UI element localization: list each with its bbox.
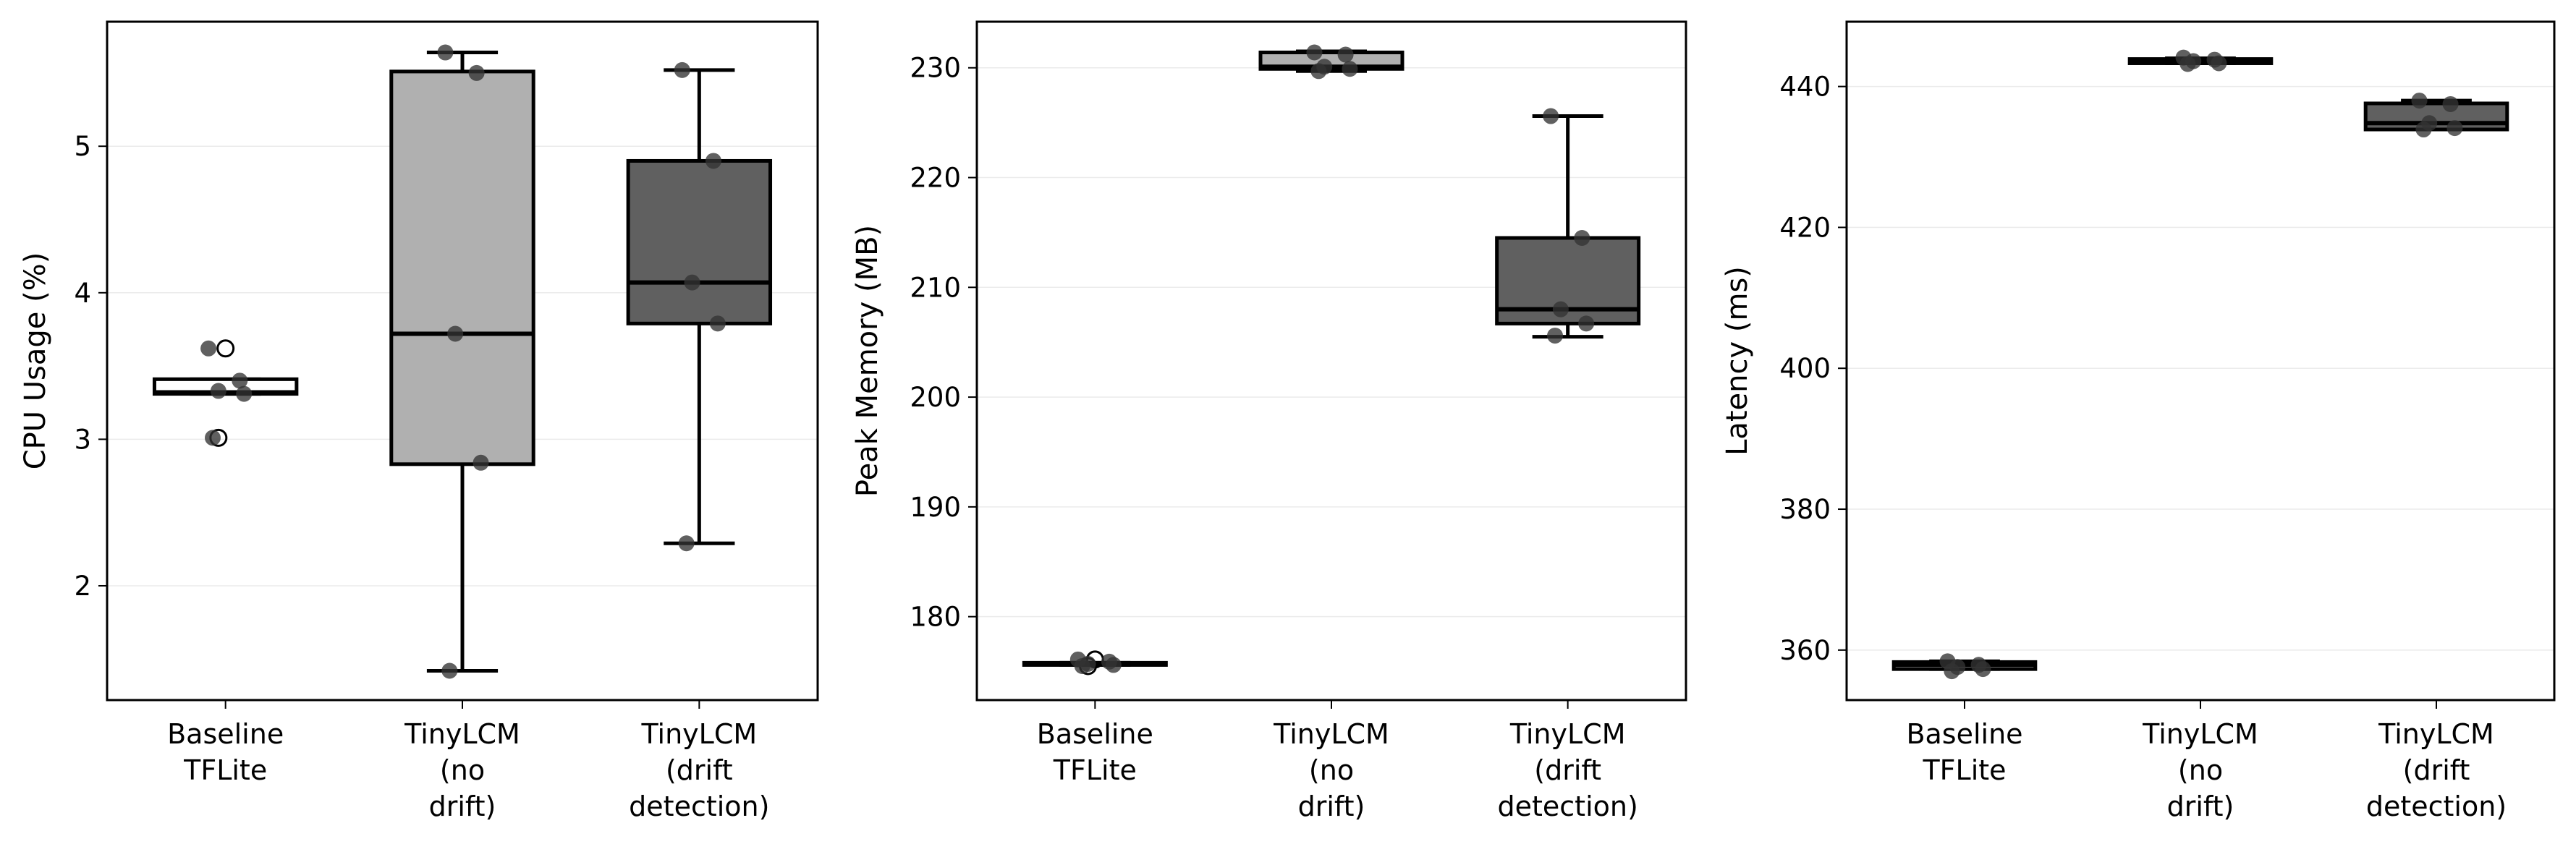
box-1: [1022, 650, 1168, 675]
data-point: [1310, 63, 1327, 80]
data-point: [473, 454, 489, 471]
y-axis-label: Peak Memory (MB): [851, 225, 884, 497]
y-tick-label: 180: [910, 602, 961, 633]
y-tick-label: 2: [74, 571, 91, 602]
box-3: [1495, 108, 1641, 344]
data-point: [684, 274, 700, 291]
data-point: [705, 153, 721, 169]
data-point: [204, 430, 221, 446]
box-2: [389, 44, 535, 679]
data-point: [200, 340, 217, 357]
x-tick-label: TinyLCM (drift detection): [1498, 718, 1638, 822]
x-tick-label: TinyLCM (no drift): [1273, 718, 1389, 822]
y-tick-label: 3: [74, 424, 91, 455]
axes-frame: [1845, 20, 2556, 702]
data-point: [1074, 657, 1090, 674]
box-body: [389, 69, 535, 466]
axes-frame: [106, 20, 819, 702]
data-point: [2415, 122, 2432, 138]
data-point: [1975, 661, 1991, 678]
y-tick-label: 220: [910, 163, 961, 194]
y-tick-label: 5: [74, 131, 91, 162]
box-1: [1891, 653, 2038, 680]
data-point: [2179, 56, 2196, 72]
data-point: [2446, 120, 2463, 137]
data-point: [1306, 44, 1323, 61]
data-point: [1578, 315, 1595, 332]
x-tick-label: TinyLCM (no drift): [2142, 718, 2258, 822]
x-tick-label: Baseline TFLite: [1906, 718, 2022, 786]
y-tick-label: 440: [1779, 72, 1831, 103]
box-2: [1258, 44, 1404, 80]
data-point: [236, 385, 253, 402]
box-2: [2127, 49, 2274, 72]
y-tick-label: 380: [1779, 494, 1831, 525]
chart-panel-2: 180 190 200 210 220 230 Peak Memory (MB) Baseli…: [851, 20, 1687, 822]
y-tick-label: 400: [1779, 353, 1831, 384]
box-3: [626, 61, 773, 552]
y-axis-label: Latency (ms): [1721, 266, 1754, 456]
data-point: [1337, 46, 1354, 63]
axes-frame: [975, 20, 1687, 702]
box-1: [152, 339, 299, 447]
x-tick-label: TinyLCM (no drift): [404, 718, 520, 822]
y-tick-label: 210: [910, 272, 961, 303]
data-point: [210, 383, 226, 399]
box-3: [2363, 93, 2509, 138]
data-point: [437, 44, 454, 61]
data-point: [1105, 657, 1122, 673]
y-tick-label: 230: [910, 53, 961, 84]
data-point: [232, 372, 248, 389]
y-tick-label: 4: [74, 278, 91, 309]
data-point: [709, 315, 726, 332]
data-point: [447, 325, 464, 342]
data-point: [441, 662, 458, 679]
y-tick-label: 200: [910, 382, 961, 413]
data-point: [1574, 230, 1590, 247]
data-point: [1543, 108, 1559, 124]
y-tick-label: 190: [910, 492, 961, 523]
chart-panel-3: 360 380 400 420 440 Latency (ms) Baseline TFLit…: [1721, 20, 2556, 822]
data-point: [1342, 61, 1358, 77]
data-point: [2442, 95, 2459, 112]
data-point: [674, 61, 690, 78]
data-point: [678, 535, 695, 552]
chart-panel-1: 2 3 4 5 CPU Usage (%) Baseline TFLite TinyLCM (n…: [19, 20, 819, 822]
data-point: [2211, 55, 2227, 72]
data-point: [1547, 328, 1564, 344]
y-axis-label: CPU Usage (%): [19, 252, 52, 470]
box-body: [626, 158, 773, 325]
x-tick-label: Baseline TFLite: [1037, 718, 1153, 786]
y-tick-label: 420: [1779, 212, 1831, 243]
x-tick-label: Baseline TFLite: [167, 718, 284, 786]
data-point: [468, 64, 485, 81]
x-tick-label: TinyLCM (drift detection): [629, 718, 769, 822]
data-point: [2411, 93, 2428, 109]
outlier-point: [216, 339, 235, 358]
y-tick-label: 360: [1779, 635, 1831, 666]
data-point: [1552, 301, 1569, 317]
data-point: [1944, 663, 1960, 680]
x-tick-label: TinyLCM (drift detection): [2366, 718, 2507, 822]
